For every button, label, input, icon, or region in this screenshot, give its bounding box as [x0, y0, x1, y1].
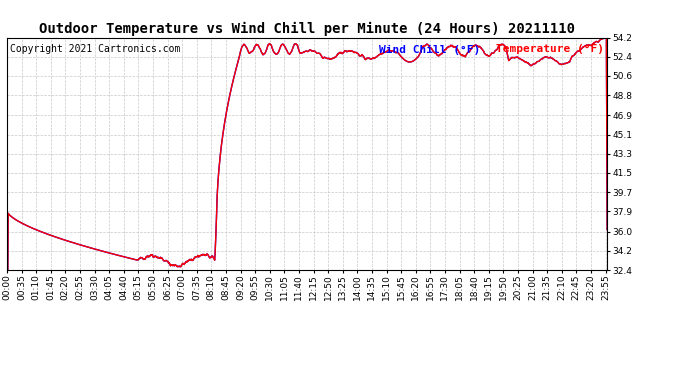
Title: Outdoor Temperature vs Wind Chill per Minute (24 Hours) 20211110: Outdoor Temperature vs Wind Chill per Mi…: [39, 22, 575, 36]
Text: Wind Chill (°F): Wind Chill (°F): [379, 45, 480, 54]
Text: Temperature (°F): Temperature (°F): [496, 45, 604, 54]
Text: Copyright 2021 Cartronics.com: Copyright 2021 Cartronics.com: [10, 45, 180, 54]
